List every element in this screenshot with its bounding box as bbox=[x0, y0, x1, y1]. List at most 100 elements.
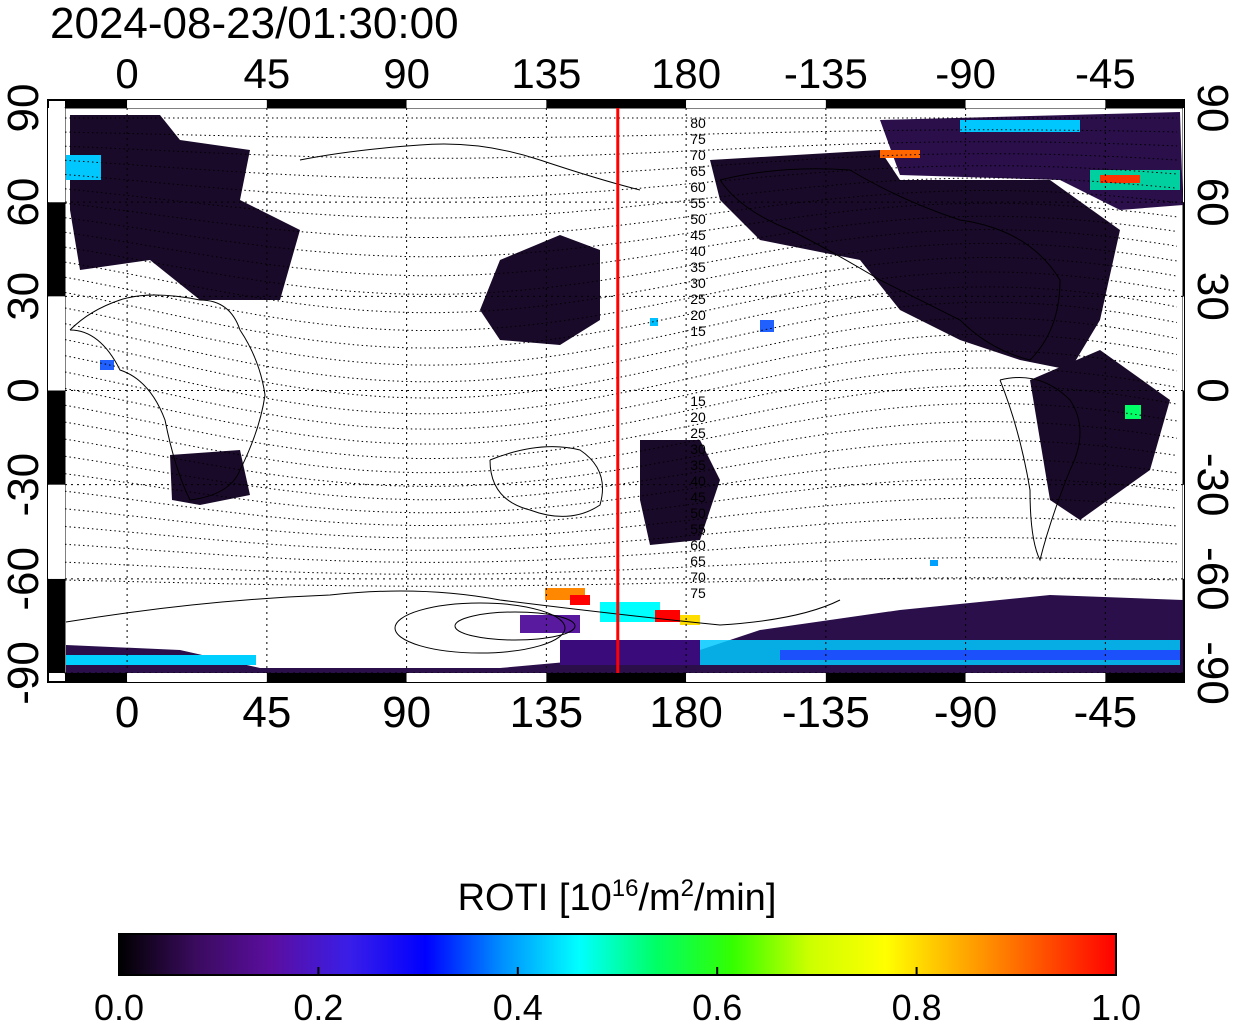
right-latitude-label: 30 bbox=[1188, 272, 1237, 321]
top-longitude-label: 45 bbox=[244, 50, 291, 97]
right-tick-band-segment bbox=[1183, 484, 1184, 579]
top-longitude-label: 135 bbox=[511, 50, 581, 97]
contour-label-north: 75 bbox=[690, 131, 706, 147]
right-latitude-label: -30 bbox=[1188, 453, 1237, 517]
contour-label-south: 70 bbox=[690, 569, 706, 585]
contour-line bbox=[65, 153, 1178, 179]
right-tick-band-segment bbox=[1183, 296, 1184, 391]
roti-north-america-patch bbox=[710, 150, 1120, 370]
contour-label-south: 45 bbox=[690, 489, 706, 505]
left-tick-band-segment bbox=[48, 578, 65, 673]
top-tick-band-segment bbox=[65, 100, 128, 108]
top-longitude-label: -45 bbox=[1075, 50, 1136, 97]
contour-line bbox=[65, 333, 1178, 415]
top-tick-band-segment bbox=[127, 100, 267, 108]
contour-line bbox=[65, 257, 1178, 331]
right-latitude-label: 0 bbox=[1188, 378, 1237, 402]
roti-data-layer bbox=[66, 112, 1183, 673]
bottom-tick-band-segment bbox=[65, 673, 128, 682]
contour-line bbox=[65, 271, 1178, 349]
contour-label-north: 60 bbox=[690, 179, 706, 195]
top-longitude-label: 180 bbox=[651, 50, 721, 97]
contour-label-south: 20 bbox=[690, 409, 706, 425]
top-tick-band-segment bbox=[686, 100, 826, 108]
bottom-tick-band-segment bbox=[127, 673, 267, 682]
contour-label-south: 25 bbox=[690, 425, 706, 441]
axis-labels: 0 0 45 45 90 90 135 135 180 180 -135 -135 -90 -90 -45 -… bbox=[0, 50, 1237, 737]
left-tick-band-segment bbox=[48, 296, 65, 391]
bottom-tick-band-segment bbox=[1105, 673, 1183, 682]
contour-line bbox=[65, 350, 1178, 430]
bottom-tick-band-segment bbox=[406, 673, 547, 682]
colorbar-tick-label: 1.0 bbox=[1091, 987, 1141, 1024]
contour-line bbox=[65, 190, 1178, 238]
colorbar-ticks: 0.0 0.2 0.4 0.6 0.8 1.0 bbox=[94, 967, 1141, 1028]
left-tick-band-segment bbox=[48, 390, 65, 485]
roti-east-asia-patch bbox=[480, 235, 600, 345]
top-longitude-label: -135 bbox=[784, 50, 868, 97]
left-latitude-label: 30 bbox=[0, 272, 48, 321]
coastlines bbox=[65, 143, 1081, 654]
contour-label-north: 45 bbox=[690, 227, 706, 243]
top-tick-band-segment bbox=[546, 100, 687, 108]
contour-label-south: 30 bbox=[690, 441, 706, 457]
bottom-tick-band-segment bbox=[266, 673, 407, 682]
left-tick-band-segment bbox=[48, 108, 65, 203]
top-longitude-label: 90 bbox=[383, 50, 430, 97]
contour-label-north: 50 bbox=[690, 211, 706, 227]
magnetic-latitude-contours bbox=[65, 117, 1178, 587]
contour-label-south: 50 bbox=[690, 505, 706, 521]
right-tick-band-segment bbox=[1183, 390, 1184, 485]
right-latitude-label: -90 bbox=[1188, 641, 1237, 705]
contour-label-north: 35 bbox=[690, 259, 706, 275]
bottom-longitude-label: 0 bbox=[115, 688, 139, 737]
bottom-tick-band-segment bbox=[965, 673, 1106, 682]
left-latitude-label: 90 bbox=[0, 84, 48, 133]
contour-line bbox=[65, 577, 1178, 587]
contour-label-north: 80 bbox=[690, 115, 706, 131]
contour-label-south: 35 bbox=[690, 457, 706, 473]
colorbar-tick-label: 0.0 bbox=[94, 987, 144, 1024]
colorbar: ROTI [1016/m2/min] 0.0 0.2 0.4 0.6 0.8 1.0 bbox=[94, 875, 1141, 1028]
contour-line bbox=[65, 317, 1178, 399]
top-longitude-label: 0 bbox=[115, 50, 138, 97]
contour-label-south: 15 bbox=[690, 393, 706, 409]
bottom-longitude-label: 180 bbox=[649, 688, 722, 737]
roti-south-america-patch bbox=[1030, 350, 1170, 520]
contour-line bbox=[65, 301, 1178, 383]
left-latitude-label: 0 bbox=[0, 378, 48, 402]
left-latitude-label: -90 bbox=[0, 641, 48, 705]
top-tick-band-segment bbox=[406, 100, 547, 108]
contour-line bbox=[65, 385, 1178, 459]
right-latitude-label: -60 bbox=[1188, 547, 1237, 611]
left-tick-band-segment bbox=[48, 202, 65, 297]
contour-label-north: 15 bbox=[690, 323, 706, 339]
contour-labels: 8075706560555045403530252015152025303540… bbox=[690, 115, 706, 601]
roti-south-africa-patch bbox=[170, 450, 250, 505]
bottom-tick-band-segment bbox=[825, 673, 966, 682]
contour-label-south: 60 bbox=[690, 537, 706, 553]
contour-label-north: 65 bbox=[690, 163, 706, 179]
left-latitude-label: -30 bbox=[0, 453, 48, 517]
bottom-longitude-label: 135 bbox=[510, 688, 583, 737]
right-latitude-label: 60 bbox=[1188, 178, 1237, 227]
colorbar-tick-label: 0.8 bbox=[892, 987, 942, 1024]
contour-label-north: 40 bbox=[690, 243, 706, 259]
contour-label-north: 30 bbox=[690, 275, 706, 291]
axis-tick-bands bbox=[48, 100, 1184, 682]
top-tick-band-segment bbox=[266, 100, 407, 108]
contour-label-north: 20 bbox=[690, 307, 706, 323]
contour-label-south: 65 bbox=[690, 553, 706, 569]
top-longitude-label: -90 bbox=[935, 50, 996, 97]
top-tick-band-segment bbox=[825, 100, 966, 108]
top-tick-band-segment bbox=[1105, 100, 1183, 108]
left-tick-band-segment bbox=[48, 484, 65, 579]
contour-line bbox=[65, 242, 1178, 314]
contour-line bbox=[65, 458, 1178, 514]
contour-label-north: 70 bbox=[690, 147, 706, 163]
contour-line bbox=[65, 129, 1178, 139]
bottom-longitude-label: -135 bbox=[782, 688, 870, 737]
contour-label-south: 55 bbox=[690, 521, 706, 537]
